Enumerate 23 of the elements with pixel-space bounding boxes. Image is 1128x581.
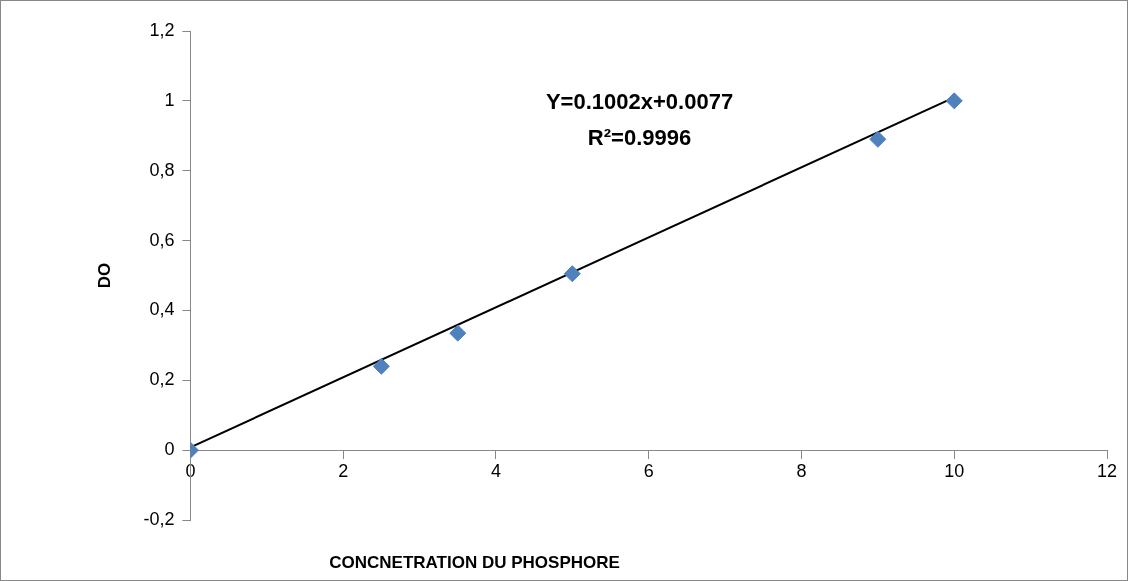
point [372, 357, 390, 375]
y-axis-title: DO [94, 262, 114, 289]
y-tick-label: 0,4 [149, 299, 175, 320]
y-tick-label: 1,2 [149, 19, 175, 40]
point [945, 92, 963, 110]
y-tick-label: 0,8 [149, 159, 175, 180]
y-tick-label: 0,6 [149, 229, 175, 250]
annotation: Y=0.1002x+0.0077 [545, 89, 734, 115]
x-tick-label: 6 [643, 460, 654, 481]
point [449, 324, 467, 342]
x-tick-label: 4 [490, 460, 501, 481]
x-tick-label: 2 [338, 460, 349, 481]
y-tick-label: -0,2 [143, 508, 175, 529]
y-tick-label: 0,2 [149, 369, 175, 390]
x-tick-label: 8 [796, 460, 807, 481]
point [563, 265, 581, 283]
annotation: R²=0.9996 [587, 125, 692, 151]
x-tick-label: 12 [1096, 460, 1118, 481]
point [869, 130, 887, 148]
x-tick-label: 10 [944, 460, 965, 481]
y-tick-label: 1 [164, 89, 175, 110]
y-tick-label: 0 [164, 439, 175, 460]
x-axis-title: CONCNETRATION DU PHOSPHORE [329, 553, 620, 572]
